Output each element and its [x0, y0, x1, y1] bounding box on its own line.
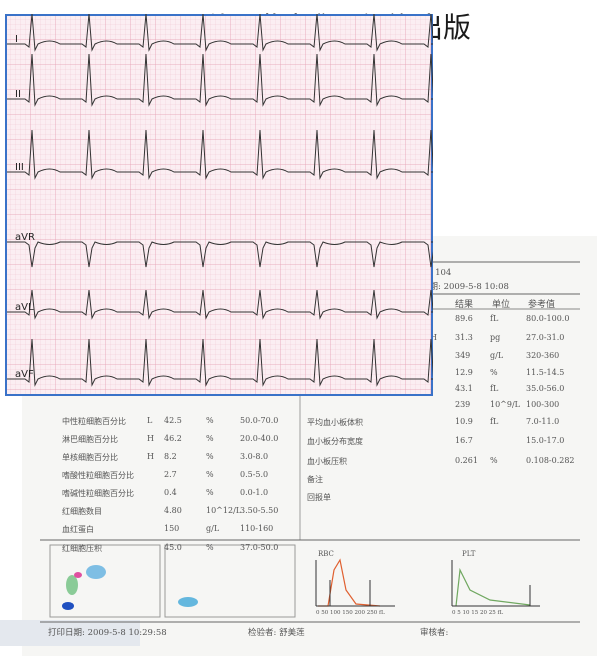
cell-ref: 11.5-14.5	[526, 368, 564, 377]
cell-result: 12.9	[455, 368, 473, 377]
cell-name: 血小板压积	[307, 456, 347, 467]
cell-result: 8.2	[164, 452, 177, 461]
cell-unit: %	[206, 470, 214, 479]
cell-unit: fL	[490, 314, 498, 323]
cell-ref: 0.5-5.0	[240, 470, 268, 479]
cell-ref: 80.0-100.0	[526, 314, 569, 323]
cell-result: 0.4	[164, 488, 177, 497]
cell-result: 89.6	[455, 314, 473, 323]
cell-name: 备注	[307, 474, 323, 485]
cell-name: 红细胞数目	[62, 506, 102, 517]
cell-result: 10.9	[455, 417, 473, 426]
cell-ref: 35.0-56.0	[526, 384, 564, 393]
cell-ref: 110-160	[240, 524, 273, 533]
cell-flag: L	[147, 416, 152, 425]
cell-result: 43.1	[455, 384, 473, 393]
cell-result: 4.80	[164, 506, 182, 515]
histogram-label: RBC	[318, 550, 334, 558]
scatter-blobs	[62, 565, 198, 610]
cell-ref: 7.0-11.0	[526, 417, 559, 426]
cell-unit: 10^12/L	[206, 506, 241, 515]
cell-result: 2.7	[164, 470, 177, 479]
cell-name: 平均血小板体积	[307, 417, 363, 428]
cell-unit: fL	[490, 417, 498, 426]
cell-name: 嗜碱性粒细胞百分比	[62, 488, 134, 499]
cell-flag: H	[147, 434, 154, 443]
page: 价与指标》，红旗出版 号: 104日期: 2009-5-8 10:08结果单位参…	[0, 0, 597, 646]
cell-unit: %	[206, 434, 214, 443]
cell-ref: 37.0-50.0	[240, 543, 278, 552]
cell-name: 血红蛋白	[62, 524, 94, 535]
cell-result: 16.7	[455, 436, 473, 445]
column-header: 单位	[492, 297, 510, 310]
histogram-axis: 0 50 100 150 200 250 fL	[316, 610, 385, 616]
tester: 检验者: 舒美莲	[248, 626, 305, 638]
cell-ref: 3.50-5.50	[240, 506, 278, 515]
cell-ref: 27.0-31.0	[526, 333, 564, 342]
cell-name: 淋巴细胞百分比	[62, 434, 118, 445]
cell-unit: %	[206, 543, 214, 552]
cell-result: 349	[455, 351, 470, 360]
cell-flag: H	[147, 452, 154, 461]
cell-unit: %	[490, 368, 498, 377]
reviewer: 审核者:	[420, 626, 448, 638]
cell-ref: 15.0-17.0	[526, 436, 564, 445]
lead-label: aVR	[15, 232, 35, 243]
cell-name: 回报单	[307, 492, 331, 503]
cell-unit: %	[490, 456, 498, 465]
lead-label: aVF	[15, 369, 34, 380]
lead-label: aVL	[15, 302, 34, 313]
cell-ref: 50.0-70.0	[240, 416, 278, 425]
cell-unit: %	[206, 488, 214, 497]
report-date: 日期: 2009-5-8 10:08	[421, 280, 509, 292]
column-header: 参考值	[528, 297, 555, 310]
cell-result: 239	[455, 400, 470, 409]
cell-result: 42.5	[164, 416, 182, 425]
lead-label: I	[15, 34, 18, 45]
cell-result: 150	[164, 524, 179, 533]
cell-unit: fL	[490, 384, 498, 393]
column-header: 结果	[455, 297, 473, 310]
cell-name: 血小板分布宽度	[307, 436, 363, 447]
lead-label: II	[15, 89, 21, 100]
cell-ref: 100-300	[526, 400, 559, 409]
cell-ref: 3.0-8.0	[240, 452, 268, 461]
cell-ref: 0.0-1.0	[240, 488, 268, 497]
histogram-axis: 0 5 10 15 20 25 fL	[452, 610, 503, 616]
cell-result: 46.2	[164, 434, 182, 443]
cell-result: 31.3	[455, 333, 473, 342]
cell-result: 45.0	[164, 543, 182, 552]
cell-result: 0.261	[455, 456, 478, 465]
cell-unit: g/L	[206, 524, 219, 533]
cell-name: 单核细胞百分比	[62, 452, 118, 463]
cell-unit: %	[206, 416, 214, 425]
cell-name: 嗜酸性粒细胞百分比	[62, 470, 134, 481]
cell-name: 中性粒细胞百分比	[62, 416, 126, 427]
cell-ref: 20.0-40.0	[240, 434, 278, 443]
cell-unit: g/L	[490, 351, 503, 360]
histogram-label: PLT	[462, 550, 475, 558]
cell-ref: 0.108-0.282	[526, 456, 575, 465]
lead-label: III	[15, 162, 24, 173]
cell-name: 红细胞压积	[62, 543, 102, 554]
cell-ref: 320-360	[526, 351, 559, 360]
cell-unit: 10^9/L	[490, 400, 520, 409]
print-date: 打印日期: 2009-5-8 10:29:58	[48, 626, 167, 638]
cell-unit: %	[206, 452, 214, 461]
cell-unit: pg	[490, 333, 500, 342]
